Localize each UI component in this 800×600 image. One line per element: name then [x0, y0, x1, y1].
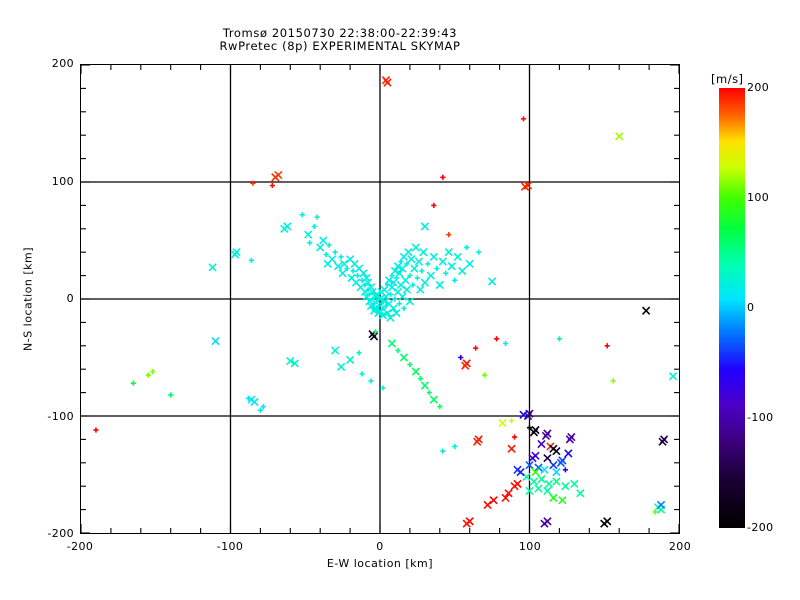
x-tick-label: 200	[668, 540, 692, 553]
y-tick-label: 200	[51, 57, 74, 70]
x-tick-label: 100	[518, 540, 542, 553]
plot-area	[80, 64, 680, 534]
figure-title-line-2: RwPretec (8p) EXPERIMENTAL SKYMAP	[219, 39, 461, 53]
x-axis-label: E-W location [km]	[326, 557, 434, 570]
y-axis-label: N-S location [km]	[21, 247, 35, 351]
x-tick-label: -200	[66, 540, 94, 553]
colorbar: [m/s] 200 100 0 -100 -200	[700, 60, 800, 540]
colorbar-tick-label: 200	[747, 81, 770, 94]
x-tick-label: 0	[376, 540, 384, 553]
colorbar-tick-label: -200	[747, 521, 774, 534]
y-tick-label: -200	[47, 527, 74, 540]
y-tick-label: -100	[47, 409, 74, 423]
colorbar-tick-label: 0	[747, 301, 755, 314]
y-tick-label: 0	[66, 292, 74, 305]
x-tick-label: -100	[216, 540, 244, 553]
scatter-plot-canvas	[81, 65, 679, 533]
colorbar-gradient	[719, 88, 745, 528]
figure-title-line-1: Tromsø 20150730 22:38:00-22:39:43	[222, 26, 458, 40]
colorbar-tick-label: 100	[747, 191, 770, 204]
y-tick-label: 100	[51, 174, 74, 188]
colorbar-tick-label: -100	[747, 411, 774, 424]
colorbar-unit-label: [m/s]	[711, 72, 744, 86]
